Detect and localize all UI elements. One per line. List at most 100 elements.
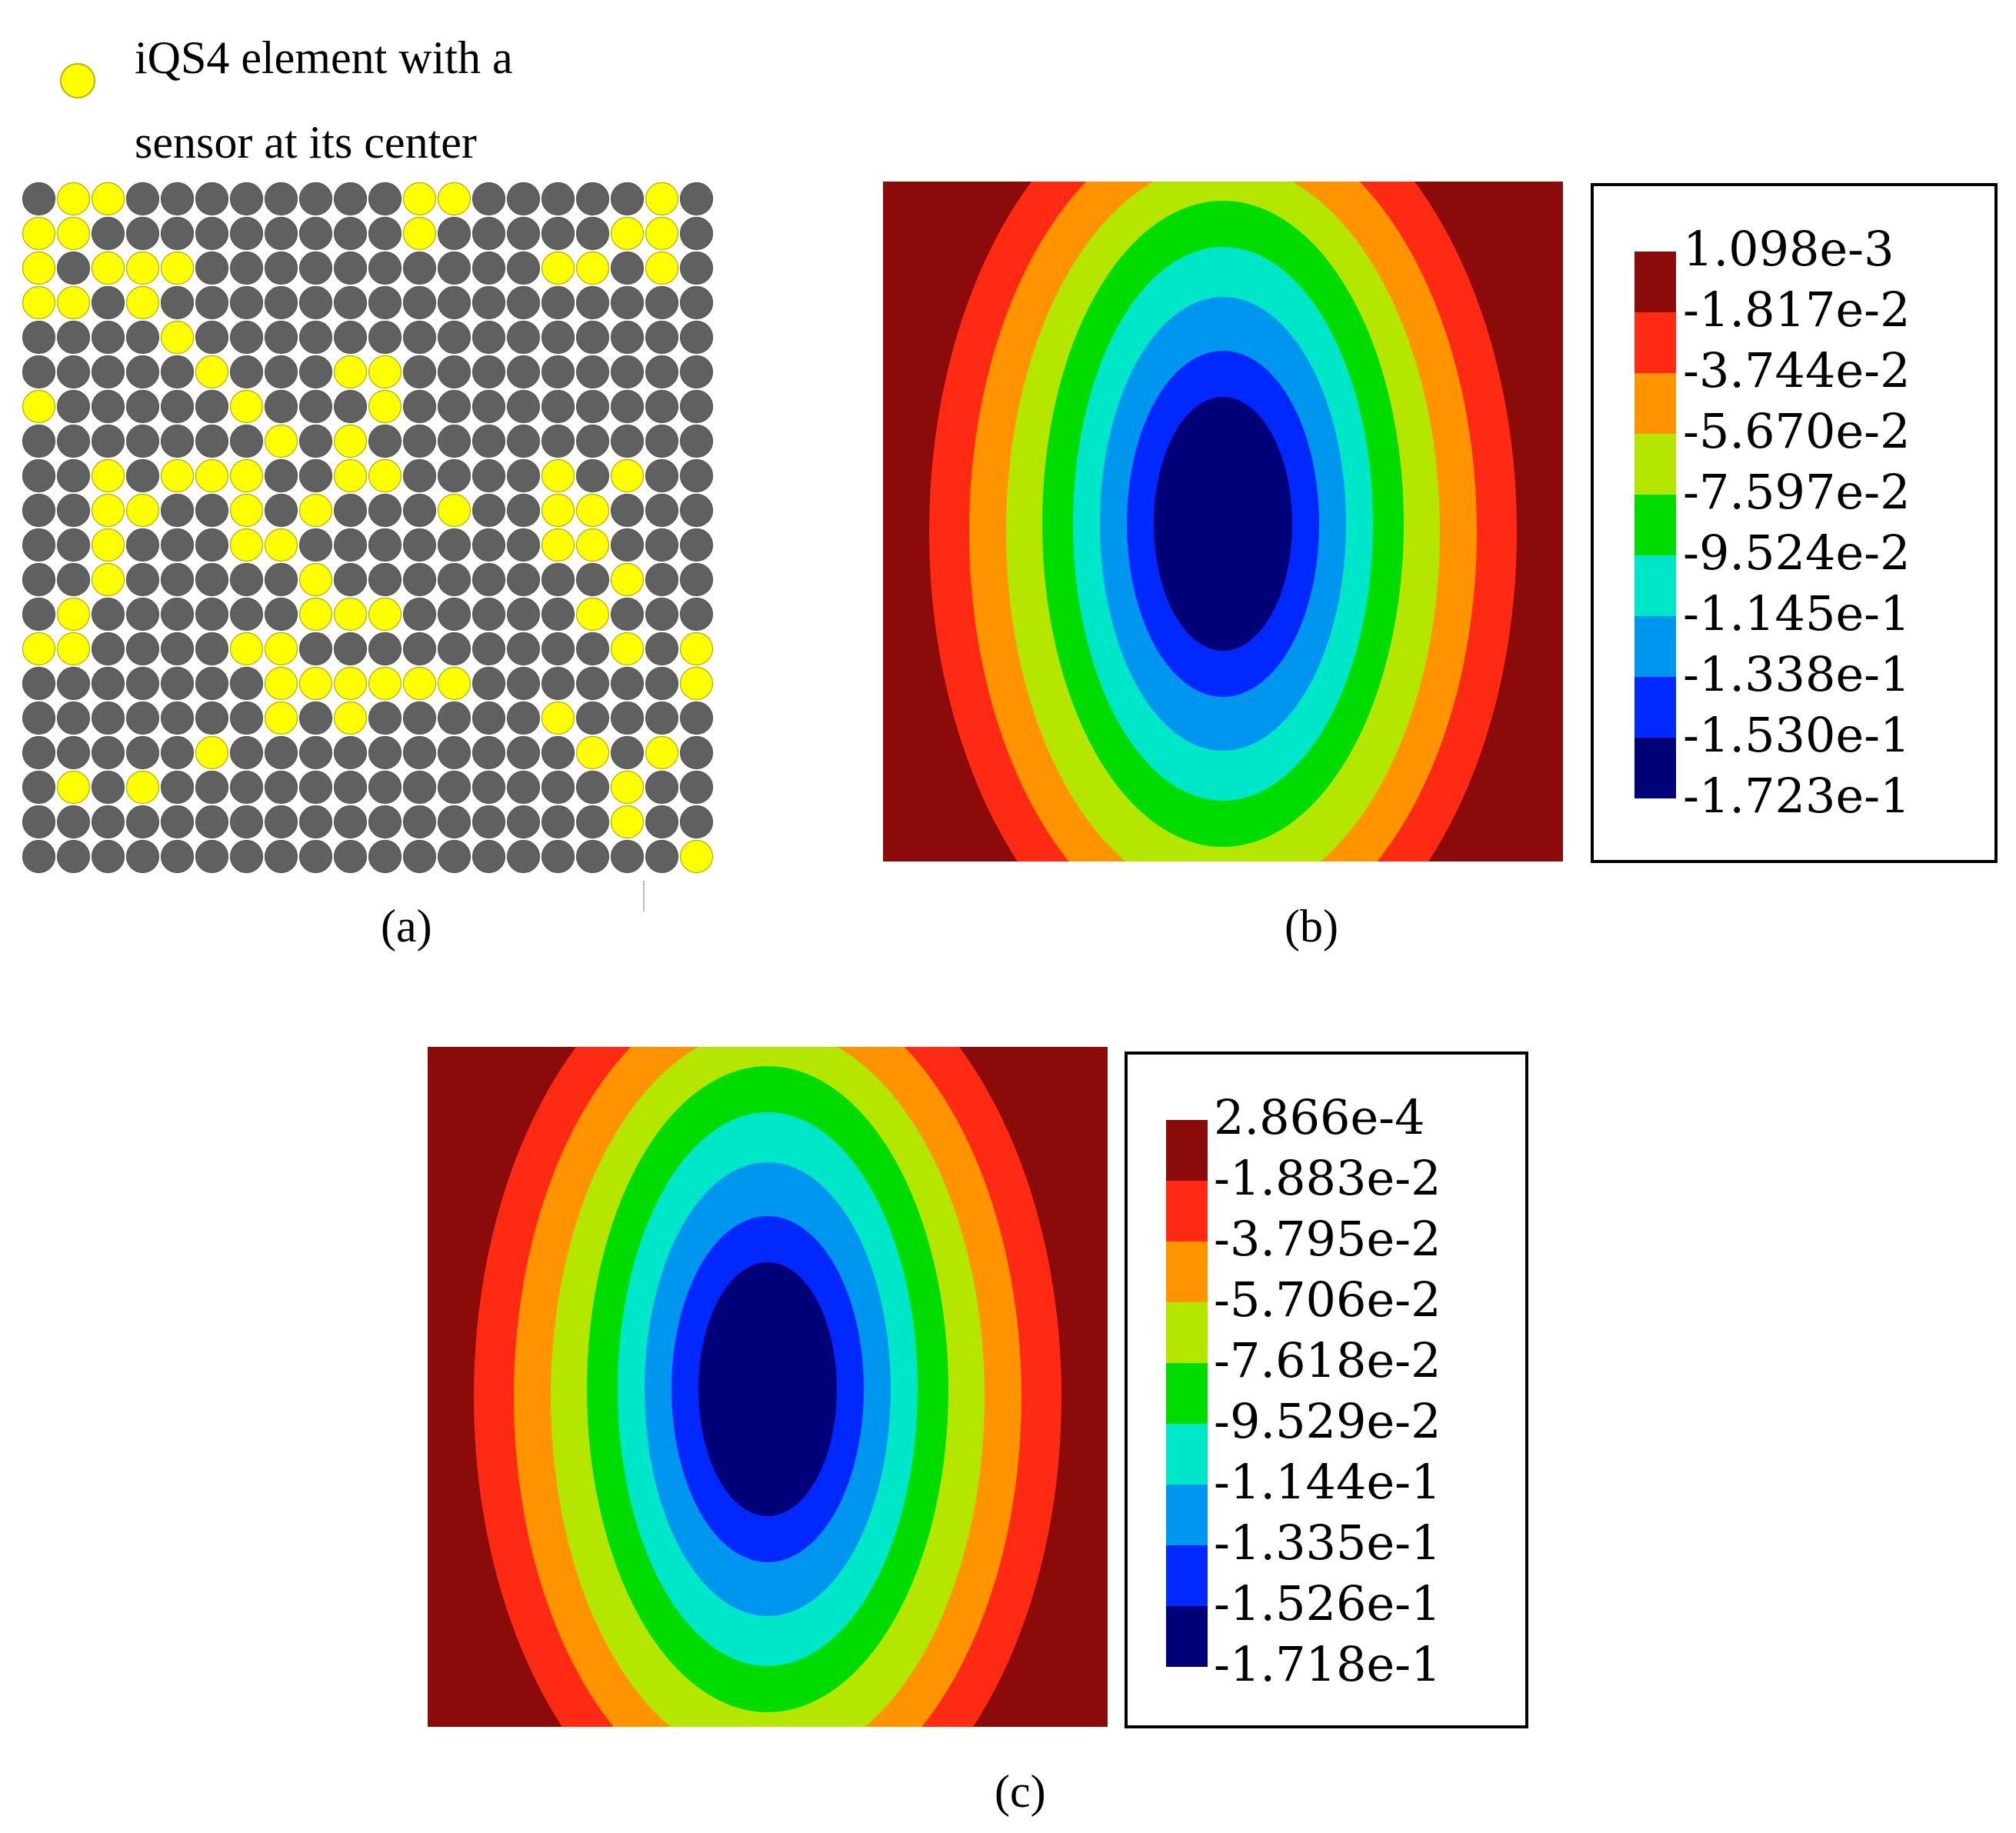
scale-swatch — [1166, 1485, 1208, 1545]
element — [541, 735, 575, 770]
element — [160, 770, 195, 805]
element — [506, 285, 541, 320]
element — [575, 182, 610, 216]
element — [229, 805, 264, 839]
element — [333, 632, 368, 666]
element — [541, 424, 575, 458]
sensor-element — [679, 666, 714, 701]
element — [91, 632, 125, 666]
element — [645, 597, 679, 632]
contour-plot-c — [428, 1047, 1108, 1727]
element — [229, 562, 264, 597]
element — [368, 320, 402, 355]
element — [125, 597, 160, 632]
element — [229, 251, 264, 285]
scale-tick-label: -7.618e-2 — [1214, 1332, 1441, 1388]
element — [56, 493, 91, 528]
sensor-element — [264, 424, 298, 458]
element — [645, 389, 679, 424]
sensor-element — [368, 355, 402, 389]
element — [506, 320, 541, 355]
element — [472, 493, 506, 528]
element — [437, 528, 472, 562]
element — [437, 632, 472, 666]
element — [575, 701, 610, 735]
sensor-element — [368, 666, 402, 701]
element — [679, 493, 714, 528]
scale-tick-label: -7.597e-2 — [1683, 464, 1911, 520]
sensor-element — [264, 632, 298, 666]
element — [437, 251, 472, 285]
element — [229, 597, 264, 632]
scale-swatch — [1634, 312, 1676, 373]
scale-tick-label: -1.530e-1 — [1683, 707, 1911, 763]
element — [610, 320, 645, 355]
element — [298, 632, 333, 666]
element — [298, 216, 333, 251]
divider — [643, 881, 645, 912]
element — [22, 666, 56, 701]
scale-tick-label: -3.795e-2 — [1214, 1211, 1441, 1267]
element — [125, 632, 160, 666]
element — [472, 666, 506, 701]
element — [333, 528, 368, 562]
element — [22, 528, 56, 562]
scale-swatch — [1634, 616, 1676, 677]
element — [22, 805, 56, 839]
sensor-element — [160, 251, 195, 285]
scale-swatch — [1166, 1363, 1208, 1424]
element — [437, 597, 472, 632]
element — [22, 839, 56, 874]
element — [56, 735, 91, 770]
element — [22, 355, 56, 389]
sensor-element — [437, 493, 472, 528]
element — [679, 251, 714, 285]
element — [368, 701, 402, 735]
sensor-element — [91, 562, 125, 597]
sensor-element — [575, 597, 610, 632]
element — [125, 735, 160, 770]
color-scale-b: 1.098e-3 -1.817e-2 -3.744e-2 -5.670e-2 -7.59… — [1591, 183, 1998, 863]
scale-tick-label: -5.670e-2 — [1683, 403, 1911, 459]
scale-swatch — [1634, 252, 1676, 312]
element — [264, 805, 298, 839]
scale-swatch — [1166, 1302, 1208, 1363]
element — [610, 666, 645, 701]
element — [506, 182, 541, 216]
sensor-legend-label: iQS4 element with a sensor at its center — [135, 15, 513, 185]
element — [368, 632, 402, 666]
element — [91, 216, 125, 251]
element — [402, 770, 437, 805]
element — [472, 458, 506, 493]
element — [679, 528, 714, 562]
scale-tick-label: -1.723e-1 — [1683, 768, 1911, 824]
sensor-element — [368, 389, 402, 424]
element — [402, 458, 437, 493]
element — [610, 528, 645, 562]
scale-swatch — [1634, 555, 1676, 616]
element — [91, 285, 125, 320]
element — [575, 458, 610, 493]
element — [264, 597, 298, 632]
scale-swatch — [1634, 434, 1676, 495]
element — [368, 251, 402, 285]
element — [610, 839, 645, 874]
element — [298, 424, 333, 458]
element — [229, 666, 264, 701]
sensor-element — [402, 182, 437, 216]
element — [506, 251, 541, 285]
element — [575, 216, 610, 251]
element — [472, 632, 506, 666]
sensor-element — [229, 493, 264, 528]
element — [402, 493, 437, 528]
element — [160, 528, 195, 562]
sensor-element — [610, 632, 645, 666]
element — [437, 389, 472, 424]
element — [195, 839, 229, 874]
element — [56, 701, 91, 735]
element — [125, 701, 160, 735]
sensor-element — [368, 458, 402, 493]
caption-a: (a) — [381, 901, 432, 951]
element — [22, 562, 56, 597]
element — [541, 666, 575, 701]
